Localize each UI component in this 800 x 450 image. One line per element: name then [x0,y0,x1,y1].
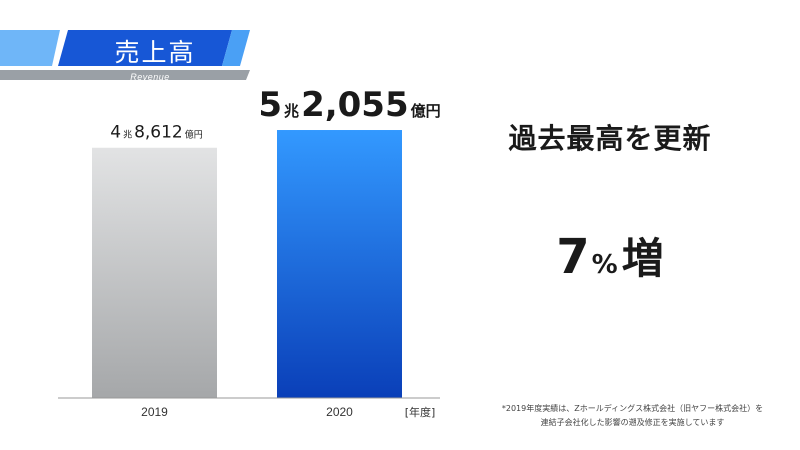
growth-rate: 7%増 [480,225,740,286]
page-subtitle: Revenue [130,72,170,82]
footnote: *2019年度実績は、Zホールディングス株式会社（旧ヤフー株式会社）を 連結子会… [500,402,765,430]
banner-gray-bar [0,70,250,80]
growth-unit: % [591,250,618,280]
value-label: 4 兆 8,612 億円 [110,123,203,143]
bar-2020 [277,130,402,398]
bar-2019 [92,147,217,398]
banner-accent-stripe [222,30,250,66]
growth-value: 7 [556,229,590,285]
footnote-line: *2019年度実績は、Zホールディングス株式会社（旧ヤフー株式会社）を [501,404,764,413]
x-tick-label: 2020 [326,405,353,419]
header-banner [0,30,250,80]
x-axis-label: [年度] [405,405,436,419]
value-label: 5 兆2,055 億円 [258,85,440,125]
footnote-line: 連結子会社化した影響の遡及修正を実施しています [540,418,725,427]
banner-main-stripe [58,30,232,66]
banner-light-stripe [0,30,60,66]
growth-word: 増 [621,234,664,283]
page-title: 売上高 [114,38,196,67]
x-tick-label: 2019 [141,405,168,419]
record-high-headline: 過去最高を更新 [508,122,712,155]
